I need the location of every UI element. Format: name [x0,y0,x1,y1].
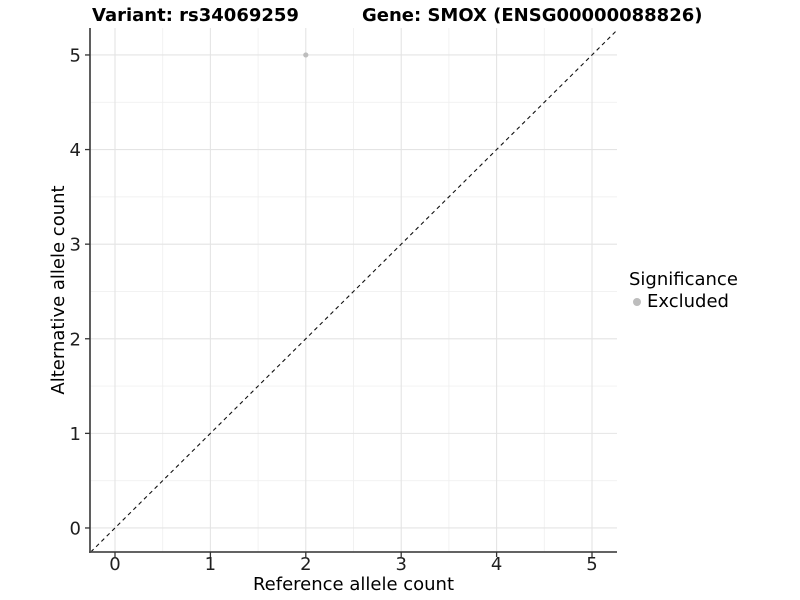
legend-item-label: Excluded [647,291,729,312]
data-point [303,52,309,58]
legend-title: Significance [629,269,738,290]
x-tick-label: 0 [109,554,120,575]
legend-point-icon [633,298,641,306]
legend-item-excluded: Excluded [629,293,738,311]
legend: Significance Excluded [629,271,738,311]
y-axis-label: Alternative allele count [48,185,70,395]
x-tick-label: 3 [395,554,406,575]
y-tick-label: 1 [70,424,81,445]
x-tick-label: 5 [586,554,597,575]
plot-title-gene: Gene: SMOX (ENSG00000088826) [362,5,703,26]
y-tick-label: 3 [70,235,81,256]
x-tick-label: 1 [205,554,216,575]
x-axis-label: Reference allele count [252,574,455,595]
identity-reference-line [90,29,618,553]
x-tick-label: 2 [300,554,311,575]
y-tick-label: 0 [70,518,81,539]
y-tick-label: 2 [70,329,81,350]
x-tick-label: 4 [491,554,502,575]
y-tick-label: 4 [70,140,81,161]
y-tick-label: 5 [70,45,81,66]
plot-title-variant: Variant: rs34069259 [92,5,299,26]
